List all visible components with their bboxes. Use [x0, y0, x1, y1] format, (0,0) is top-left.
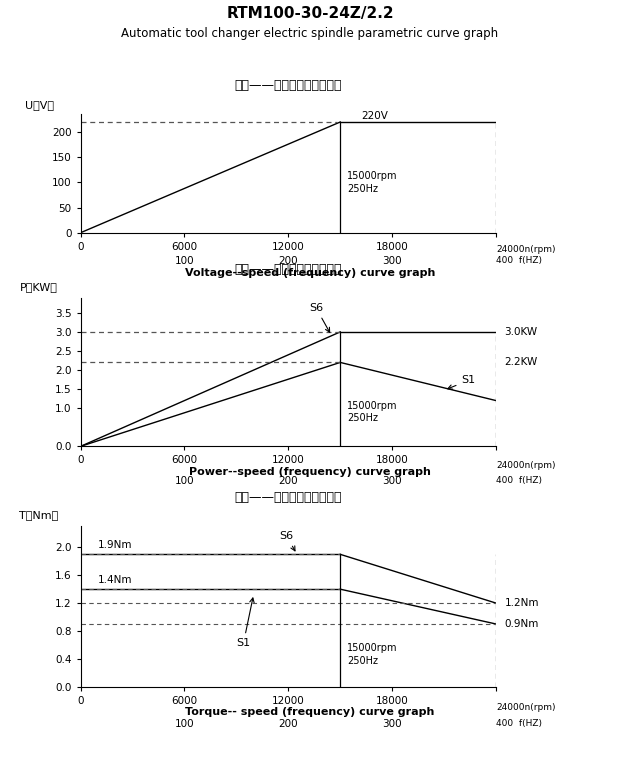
Text: 400  f(HZ): 400 f(HZ)	[496, 476, 542, 485]
Title: 功率——转速（频率）曲线图: 功率——转速（频率）曲线图	[234, 262, 342, 275]
Title: 扇矩——转速（频率）曲线图: 扇矩——转速（频率）曲线图	[234, 491, 342, 504]
Text: S6: S6	[280, 531, 295, 551]
Text: 3.0KW: 3.0KW	[505, 327, 538, 337]
Text: 400  f(HZ): 400 f(HZ)	[496, 256, 542, 266]
Y-axis label: U（V）: U（V）	[25, 100, 53, 110]
Text: 24000n(rpm): 24000n(rpm)	[496, 703, 556, 712]
Text: Torque-- speed (frequency) curve graph: Torque-- speed (frequency) curve graph	[185, 707, 435, 717]
Text: S1: S1	[236, 598, 254, 649]
Text: 24000n(rpm): 24000n(rpm)	[496, 461, 556, 470]
Y-axis label: T（Nm）: T（Nm）	[19, 510, 59, 520]
Text: 400  f(HZ): 400 f(HZ)	[496, 719, 542, 728]
Text: 100: 100	[175, 256, 194, 266]
Text: 1.4Nm: 1.4Nm	[98, 575, 133, 585]
Text: Power--speed (frequency) curve graph: Power--speed (frequency) curve graph	[189, 467, 431, 477]
Text: 300: 300	[383, 256, 402, 266]
Text: 200: 200	[278, 476, 298, 486]
Text: 200: 200	[278, 719, 298, 729]
Text: 24000n(rpm): 24000n(rpm)	[496, 244, 556, 253]
Text: 300: 300	[383, 476, 402, 486]
Text: S1: S1	[448, 375, 476, 389]
Text: 15000rpm
250Hz: 15000rpm 250Hz	[347, 171, 397, 194]
Text: 2.2KW: 2.2KW	[505, 357, 538, 368]
Y-axis label: P（KW）: P（KW）	[20, 282, 58, 291]
Text: 1.2Nm: 1.2Nm	[505, 598, 539, 608]
Title: 电压——转速（频率）曲线图: 电压——转速（频率）曲线图	[234, 79, 342, 92]
Text: 15000rpm
250Hz: 15000rpm 250Hz	[347, 401, 397, 423]
Text: 220V: 220V	[361, 111, 388, 121]
Text: Voltage--speed (frequency) curve graph: Voltage--speed (frequency) curve graph	[185, 269, 435, 278]
Text: 100: 100	[175, 476, 194, 486]
Text: 15000rpm
250Hz: 15000rpm 250Hz	[347, 643, 397, 666]
Text: Automatic tool changer electric spindle parametric curve graph: Automatic tool changer electric spindle …	[122, 27, 498, 40]
Text: 0.9Nm: 0.9Nm	[505, 619, 539, 629]
Text: RTM100-30-24Z/2.2: RTM100-30-24Z/2.2	[226, 5, 394, 21]
Text: S6: S6	[309, 303, 330, 332]
Text: 1.9Nm: 1.9Nm	[98, 540, 133, 550]
Text: 200: 200	[278, 256, 298, 266]
Text: 100: 100	[175, 719, 194, 729]
Text: 300: 300	[383, 719, 402, 729]
